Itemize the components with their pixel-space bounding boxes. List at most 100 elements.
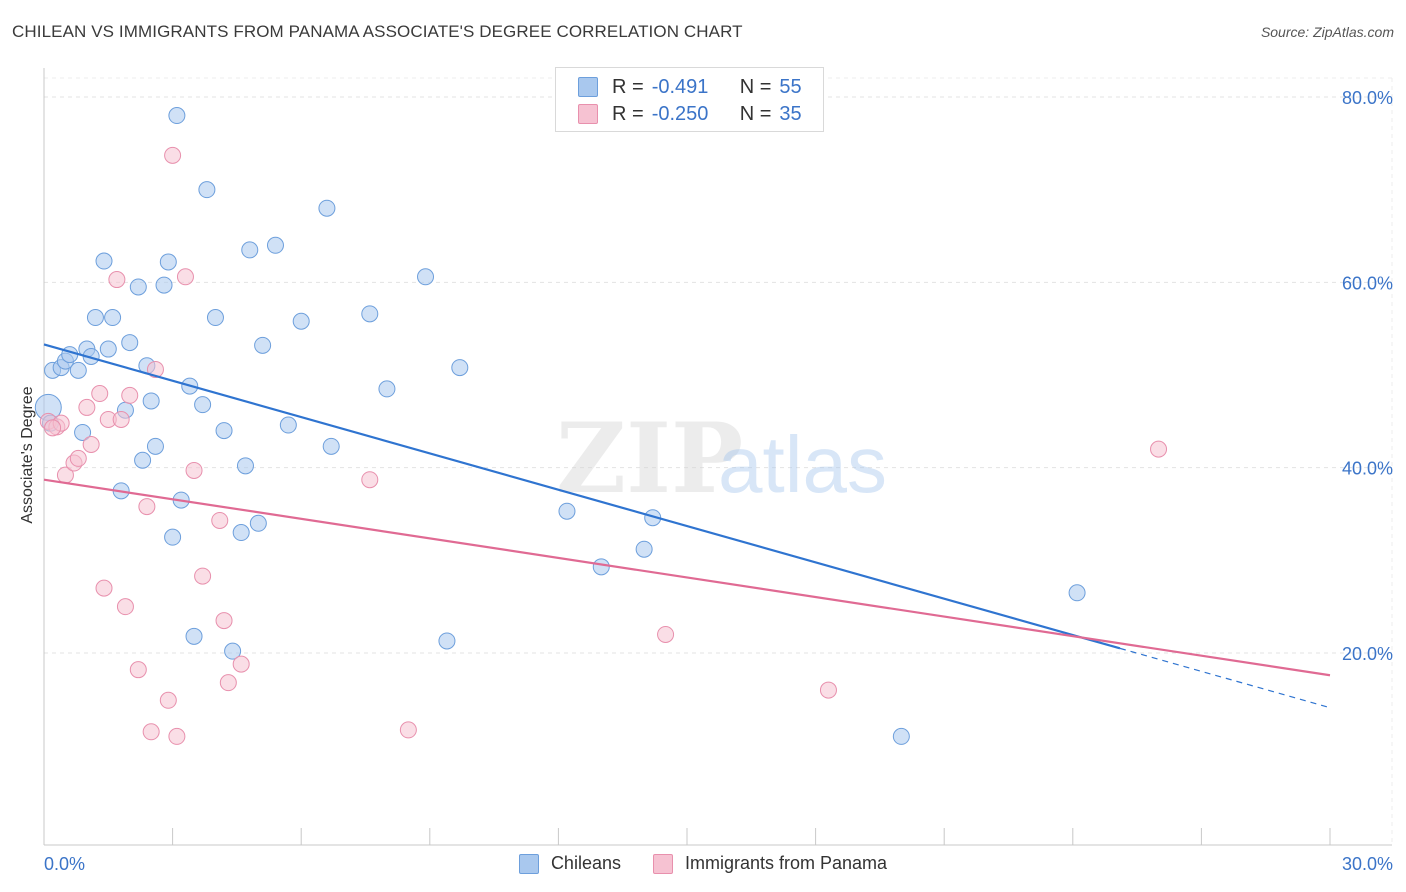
point-panama	[819, 681, 837, 699]
point-panama	[168, 727, 186, 745]
y-axis-label: Associate's Degree	[19, 386, 36, 524]
point-chileans	[892, 727, 910, 745]
point-chileans	[155, 276, 173, 294]
legend-label: Chileans	[550, 853, 621, 873]
point-chileans	[194, 396, 212, 414]
point-panama	[129, 661, 147, 679]
point-chileans	[378, 380, 396, 398]
point-chileans	[236, 457, 254, 475]
watermark-zip: ZIP	[556, 402, 743, 515]
point-chileans	[232, 524, 250, 542]
point-chileans	[198, 181, 216, 199]
point-chileans	[254, 336, 272, 354]
point-chileans	[292, 312, 310, 330]
point-chileans	[129, 278, 147, 296]
point-chileans	[635, 540, 653, 558]
x-tick-label: 30.0%	[1342, 854, 1393, 874]
point-panama	[361, 471, 379, 489]
point-chileans	[159, 253, 177, 271]
point-chileans	[95, 252, 113, 270]
point-chileans	[322, 437, 340, 455]
r-key: R =	[612, 75, 644, 98]
point-chileans	[104, 309, 122, 327]
n-key: N =	[739, 75, 772, 98]
point-panama	[112, 410, 130, 428]
point-panama	[232, 655, 250, 673]
y-tick-label: 60.0%	[1342, 273, 1393, 293]
point-chileans	[69, 361, 87, 379]
trend-line-panama	[43, 478, 1331, 677]
point-chileans	[146, 437, 164, 455]
legend-label: Immigrants from Panama	[684, 853, 888, 873]
point-chileans	[279, 416, 297, 434]
point-panama	[116, 598, 134, 616]
point-chileans	[134, 451, 152, 469]
axes	[43, 68, 1392, 846]
point-chileans	[249, 514, 267, 532]
point-panama	[138, 498, 156, 516]
point-panama	[164, 146, 182, 164]
point-panama	[95, 579, 113, 597]
point-panama	[211, 511, 229, 529]
n-value: 35	[779, 102, 802, 125]
point-panama	[69, 449, 87, 467]
r-value: -0.491	[651, 75, 709, 98]
point-panama	[146, 360, 164, 378]
point-chileans	[164, 528, 182, 546]
point-panama	[194, 567, 212, 585]
point-panama	[185, 461, 203, 479]
point-chileans	[417, 268, 435, 286]
point-panama	[219, 674, 237, 692]
chileans-swatch	[578, 77, 598, 97]
stats-row-panama: R = -0.250 N = 35	[578, 102, 802, 126]
n-value: 55	[779, 75, 802, 98]
trend-line-chileans	[43, 343, 1121, 650]
point-panama	[108, 271, 126, 289]
point-panama	[657, 625, 675, 643]
point-panama	[176, 268, 194, 286]
point-panama	[78, 398, 96, 416]
y-tick-label: 40.0%	[1342, 459, 1393, 479]
point-chileans	[121, 334, 139, 352]
point-panama	[399, 721, 417, 739]
point-chileans	[224, 642, 242, 660]
point-chileans	[451, 359, 469, 377]
point-chileans	[361, 305, 379, 323]
chileans-swatch	[518, 853, 539, 874]
point-chileans	[168, 107, 186, 125]
point-chileans	[142, 392, 160, 410]
point-chileans	[266, 236, 284, 254]
series-legend: Chileans Immigrants from Panama	[0, 853, 1406, 874]
x-tick-label: 0.0%	[44, 854, 85, 874]
r-key: R =	[612, 102, 644, 125]
legend-item-panama[interactable]: Immigrants from Panama	[652, 853, 888, 874]
watermark-atlas: atlas	[718, 420, 887, 509]
point-panama	[142, 723, 160, 741]
point-panama	[159, 691, 177, 709]
source-label: Source: ZipAtlas.com	[1260, 24, 1394, 40]
point-panama	[1150, 440, 1168, 458]
point-chileans	[438, 632, 456, 650]
trend-extension-chileans	[1119, 647, 1331, 709]
data-points	[34, 107, 1168, 745]
point-chileans	[558, 502, 576, 520]
r-value: -0.250	[651, 102, 709, 125]
stats-row-chileans: R = -0.491 N = 55	[578, 75, 802, 99]
stats-legend: R = -0.491 N = 55 R = -0.250 N = 35	[555, 67, 824, 132]
y-tick-label: 20.0%	[1342, 644, 1393, 664]
point-chileans	[592, 558, 610, 576]
chart-title: CHILEAN VS IMMIGRANTS FROM PANAMA ASSOCI…	[12, 22, 743, 41]
point-chileans	[185, 627, 203, 645]
point-chileans	[241, 241, 259, 259]
point-chileans	[74, 423, 92, 441]
point-chileans	[206, 309, 224, 327]
point-chileans	[318, 199, 336, 217]
legend-item-chileans[interactable]: Chileans	[518, 853, 621, 874]
point-panama	[215, 612, 233, 630]
trend-lines	[43, 343, 1331, 709]
panama-swatch	[652, 853, 673, 874]
point-panama	[44, 419, 62, 437]
y-tick-label: 80.0%	[1342, 88, 1393, 108]
